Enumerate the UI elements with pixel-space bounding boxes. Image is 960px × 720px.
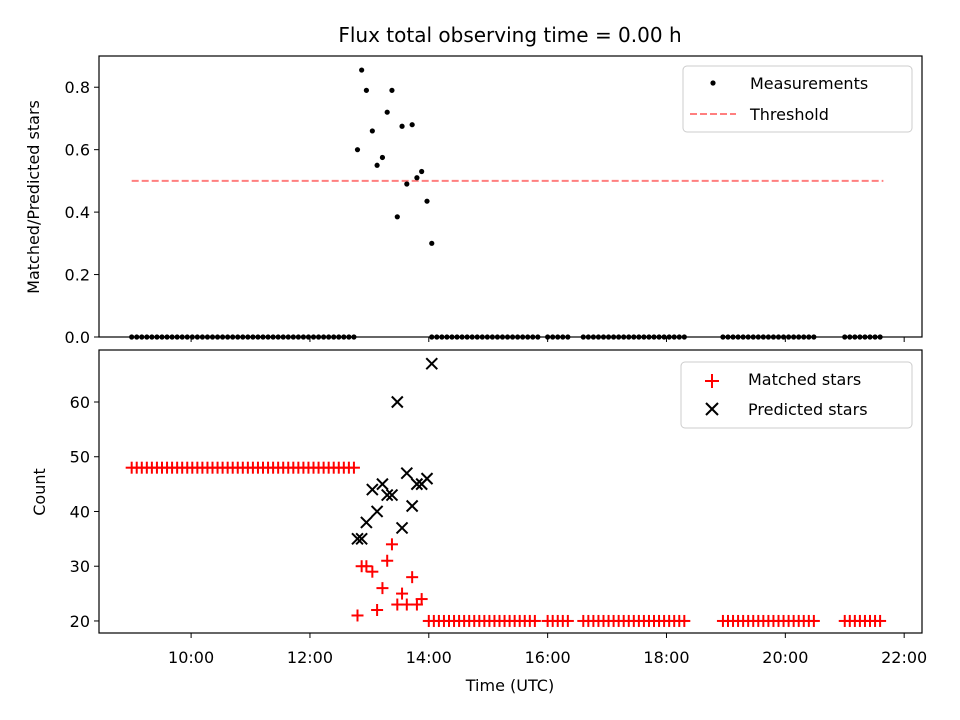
measurement-point — [409, 122, 415, 128]
predicted-star-point — [391, 395, 404, 409]
top-y-tick-label: 0.6 — [65, 141, 90, 160]
matched-star-point — [376, 582, 389, 595]
measurement-point — [394, 214, 400, 220]
measurement-point — [363, 87, 370, 93]
bottom-y-ticks: 20 30 40 50 60 — [70, 393, 99, 631]
top-y-tick-label: 0.0 — [65, 328, 90, 347]
matched-star-point — [406, 571, 419, 584]
measurement-point — [354, 147, 361, 153]
measurement-point — [384, 109, 390, 115]
legend-measurements-marker — [710, 80, 716, 86]
x-axis-label: Time (UTC) — [465, 676, 554, 695]
measurement-point — [429, 240, 435, 246]
top-x-ticks — [190, 337, 905, 342]
predicted-star-point — [385, 488, 399, 502]
matched-star-point — [371, 604, 384, 617]
top-axes-frame — [98, 55, 923, 338]
predicted-star-point — [370, 505, 384, 518]
matched-star-point — [381, 554, 394, 567]
legend-predicted-marker — [705, 402, 719, 416]
predicted-star-point — [355, 532, 368, 546]
legend-threshold-label: Threshold — [749, 105, 829, 124]
bottom-y-tick-label: 30 — [70, 557, 90, 576]
bottom-y-tick-label: 40 — [70, 502, 90, 521]
matched-star-point — [561, 614, 574, 627]
matched-star-point — [415, 593, 428, 606]
predicted-star-point — [380, 488, 394, 502]
x-tick-label: 12:00 — [287, 648, 333, 667]
top-y-ticks: 0.0 0.2 0.4 0.6 0.8 — [65, 78, 99, 347]
matched-star-point — [528, 614, 541, 627]
legend-matched-label: Matched stars — [748, 370, 861, 389]
x-tick-label: 18:00 — [643, 648, 689, 667]
predicted-star-point — [425, 357, 438, 370]
measurement-point — [404, 181, 410, 187]
matched-star-point — [347, 461, 360, 474]
x-tick-label: 20:00 — [762, 648, 808, 667]
predicted-star-point — [360, 516, 373, 529]
legend-measurements-label: Measurements — [750, 74, 868, 93]
chart-title: Flux total observing time = 0.00 h — [338, 23, 681, 47]
predicted-star-point — [366, 483, 379, 496]
bottom-y-tick-label: 20 — [70, 612, 90, 631]
matched-star-point — [678, 614, 691, 627]
matched-star-point — [400, 598, 413, 611]
top-legend: Measurements Threshold — [682, 65, 913, 133]
bottom-legend: Matched stars Predicted stars — [680, 361, 913, 429]
measurement-point — [414, 175, 420, 181]
measurement-point — [389, 87, 395, 93]
bottom-y-tick-label: 60 — [70, 393, 90, 412]
bottom-panel: 20 30 40 50 60 10:00 12:00 14:00 16:00 18:00 20:0… — [30, 349, 927, 695]
predicted-star-point — [400, 466, 414, 480]
bottom-plot-data — [125, 357, 887, 627]
legend-predicted-label: Predicted stars — [748, 400, 868, 419]
top-y-tick-label: 0.8 — [65, 78, 90, 97]
bottom-axes-frame — [98, 349, 923, 634]
matched-star-point — [360, 560, 373, 573]
matched-star-point — [366, 565, 379, 578]
matched-star-point — [807, 614, 820, 627]
measurement-point — [374, 162, 380, 168]
predicted-star-point — [376, 477, 389, 491]
matched-star-point — [351, 609, 364, 622]
measurement-point — [424, 198, 430, 204]
x-tick-label: 22:00 — [881, 648, 927, 667]
x-tick-label: 16:00 — [525, 648, 571, 667]
measurement-point — [369, 128, 375, 134]
bottom-y-tick-label: 50 — [70, 448, 90, 467]
top-y-tick-label: 0.2 — [65, 266, 90, 285]
x-tick-label: 10:00 — [168, 648, 214, 667]
top-y-axis-label: Matched/Predicted stars — [24, 100, 43, 294]
matched-star-point — [874, 614, 887, 627]
predicted-star-point — [410, 477, 424, 491]
measurement-point — [419, 168, 425, 175]
measurement-point — [399, 123, 405, 129]
top-panel: 0.00.20.40.60.8 Matched/Predicted stars … — [24, 55, 923, 347]
legend-matched-marker — [705, 374, 719, 388]
bottom-x-ticks: 10:00 12:00 14:00 16:00 18:00 20:00 22:00 — [168, 633, 927, 667]
measurement-point — [359, 67, 365, 73]
predicted-star-point — [351, 532, 364, 546]
predicted-star-point — [405, 499, 419, 513]
measurement-point — [379, 154, 386, 161]
matched-star-point — [385, 538, 398, 551]
predicted-star-point — [420, 472, 434, 485]
predicted-star-point — [395, 521, 409, 535]
bottom-y-axis-label: Count — [30, 468, 49, 516]
x-tick-label: 14:00 — [406, 648, 452, 667]
top-y-tick-label: 0.4 — [65, 203, 90, 222]
matched-star-point — [396, 587, 409, 600]
